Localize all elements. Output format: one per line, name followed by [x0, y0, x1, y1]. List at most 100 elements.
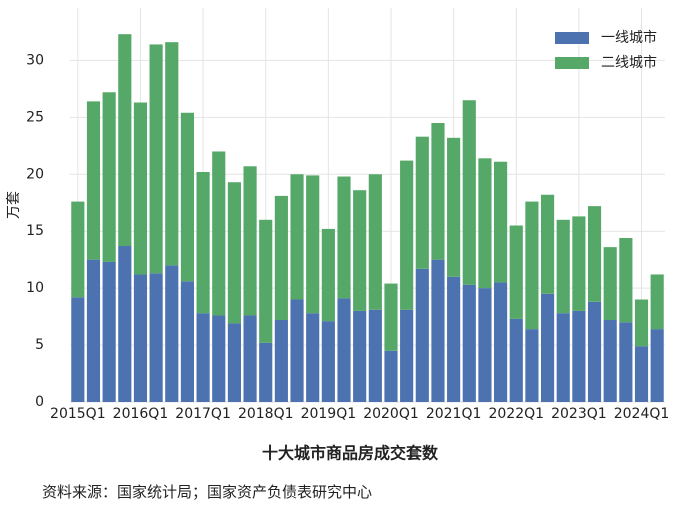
bar — [634, 346, 649, 402]
bar — [525, 201, 539, 330]
bar — [102, 92, 116, 262]
bar — [525, 329, 539, 402]
bar — [556, 219, 570, 314]
x-tick-label: 2015Q1 — [50, 406, 106, 422]
bar — [603, 247, 617, 321]
bar — [587, 301, 602, 402]
legend-label: 二线城市 — [601, 54, 657, 71]
bar — [180, 281, 195, 402]
y-tick-label: 5 — [35, 337, 44, 353]
chart-title: 十大城市商品房成交套数 — [262, 444, 439, 463]
bar — [462, 284, 476, 402]
bar — [509, 225, 523, 319]
y-tick-label: 15 — [26, 223, 44, 239]
x-tick-label: 2021Q1 — [426, 406, 482, 422]
bar — [384, 350, 398, 402]
bar — [400, 309, 414, 402]
bar — [415, 136, 429, 269]
bar — [180, 112, 195, 282]
bar — [243, 315, 257, 402]
bar — [165, 265, 179, 402]
bar — [274, 320, 288, 402]
y-tick-label: 0 — [35, 394, 44, 410]
bar — [556, 313, 570, 402]
bar — [572, 216, 586, 311]
bar — [306, 313, 320, 402]
x-tick-label: 2024Q1 — [614, 406, 670, 422]
bar — [71, 201, 85, 298]
bar — [259, 342, 273, 402]
y-tick-label: 10 — [26, 280, 44, 296]
x-tick-label: 2019Q1 — [301, 406, 357, 422]
bar — [196, 313, 210, 402]
legend-swatch — [555, 57, 589, 69]
x-tick-label: 2018Q1 — [238, 406, 294, 422]
bar — [478, 288, 492, 402]
bar — [86, 101, 101, 260]
bar — [462, 100, 476, 285]
bar — [212, 151, 226, 316]
bar — [431, 123, 445, 260]
bar — [509, 318, 523, 402]
bar — [243, 166, 257, 316]
bar — [384, 283, 398, 351]
bar — [587, 206, 602, 302]
bar — [634, 299, 649, 347]
bar — [572, 310, 586, 402]
legend-swatch — [555, 32, 589, 44]
bar — [306, 175, 320, 314]
bar — [118, 245, 132, 402]
bar — [447, 276, 461, 402]
x-tick-label: 2016Q1 — [113, 406, 169, 422]
bar — [337, 176, 351, 299]
bar — [478, 158, 492, 289]
x-tick-label: 2017Q1 — [175, 406, 231, 422]
source-note: 资料来源：国家统计局；国家资产负债表研究中心 — [42, 483, 372, 501]
bar — [353, 190, 367, 311]
bar — [259, 219, 273, 343]
bar — [133, 102, 148, 275]
y-tick-label: 30 — [26, 52, 44, 68]
bar — [321, 228, 335, 322]
bar — [165, 42, 179, 266]
bar — [227, 323, 241, 402]
bar — [447, 137, 461, 277]
y-axis-label: 万套 — [6, 191, 22, 219]
legend-label: 一线城市 — [601, 29, 657, 46]
bar — [368, 174, 382, 310]
y-tick-label: 20 — [26, 166, 44, 182]
bar — [353, 310, 367, 402]
bar — [540, 293, 555, 402]
bar — [650, 274, 664, 330]
bar — [290, 174, 304, 300]
bar — [494, 282, 508, 402]
bar — [321, 321, 335, 402]
bar — [102, 261, 116, 402]
x-tick-label: 2023Q1 — [551, 406, 607, 422]
bar — [290, 299, 304, 402]
bar — [400, 160, 414, 310]
bar — [212, 315, 226, 402]
x-tick-label: 2020Q1 — [363, 406, 419, 422]
bar — [71, 297, 85, 402]
bar — [619, 238, 633, 323]
bar — [274, 195, 288, 321]
bar — [196, 171, 210, 314]
bar — [86, 259, 101, 402]
bar — [227, 182, 241, 324]
bar — [118, 34, 132, 246]
x-tick-label: 2022Q1 — [488, 406, 544, 422]
bar — [431, 259, 445, 402]
bar — [368, 309, 382, 402]
bar — [149, 273, 163, 402]
bar — [540, 194, 555, 294]
bar — [619, 322, 633, 402]
y-tick-label: 25 — [26, 109, 44, 125]
bar — [415, 268, 429, 402]
bar — [133, 274, 148, 402]
bar — [650, 329, 664, 402]
bar — [337, 298, 351, 402]
bar — [603, 320, 617, 402]
bar — [149, 44, 163, 274]
